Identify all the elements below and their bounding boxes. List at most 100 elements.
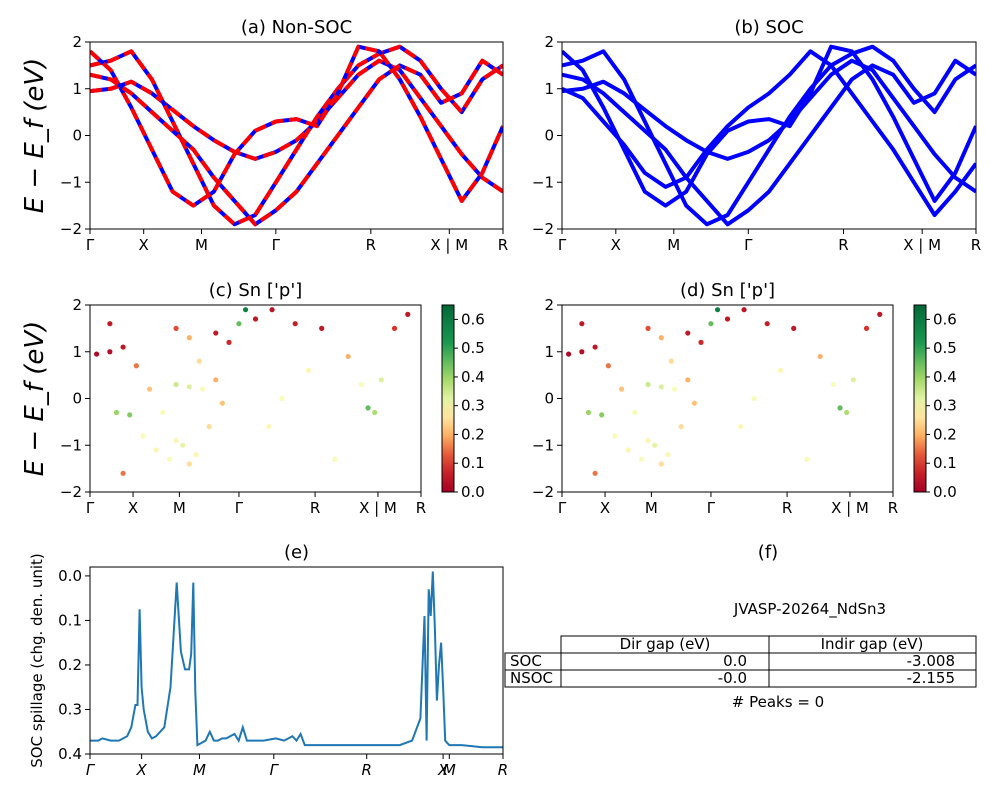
y-tick-label: 0.1: [58, 611, 82, 629]
peaks-count: # Peaks = 0: [732, 693, 824, 711]
table-cell-soc-dir: 0.0: [723, 652, 747, 670]
band-line-dashed: [90, 44, 503, 208]
projection-point: [160, 409, 166, 416]
projection-point: [213, 330, 219, 336]
projection-point: [166, 456, 173, 462]
projection-point: [678, 423, 684, 430]
table-header-dir-gap: Dir gap (eV): [620, 635, 711, 653]
projection-point: [269, 307, 275, 313]
axes-frame: [89, 304, 422, 493]
projection-point: [671, 386, 678, 392]
x-tick-label: M: [667, 236, 680, 254]
colorbar-tick-label: 0.6: [933, 310, 957, 328]
y-tick-label: 2: [544, 296, 554, 314]
x-tick-label: M: [645, 499, 658, 517]
x-tick-label: Γ: [86, 499, 95, 517]
x-tick-label: R: [498, 236, 508, 254]
x-tick-label: R: [782, 499, 792, 517]
axes-frame: [89, 41, 504, 230]
table-cell: [768, 669, 977, 688]
axes-frame: [89, 566, 504, 755]
colorbar-tick-label: 0.4: [933, 368, 957, 386]
band-line: [562, 58, 976, 227]
projection-point: [844, 409, 850, 416]
x-tick-label: Γ: [86, 761, 96, 779]
material-id: JVASP-20264_NdSn3: [733, 600, 886, 619]
plot-area: [94, 307, 411, 476]
table-cell-nsoc-dir: -0.0: [718, 669, 747, 687]
y-axis-label: E − E_f (eV): [20, 58, 50, 214]
projection-point: [645, 381, 651, 388]
colorbar-tick-label: 0.3: [933, 397, 957, 415]
band-line-dashed: [90, 58, 503, 227]
y-tick-label: 0.4: [58, 745, 82, 763]
panel-title: (d) Sn ['p']: [680, 280, 775, 301]
panel-title: (e): [284, 542, 309, 563]
y-tick-label: 0.0: [58, 567, 82, 585]
projection-point: [252, 316, 259, 322]
x-tick-label: X | M: [430, 236, 468, 254]
x-tick-label: Γ: [86, 236, 95, 254]
projection-point: [592, 470, 598, 476]
x-tick-label: X: [600, 499, 610, 517]
band-line: [562, 44, 976, 227]
projection-point: [186, 384, 192, 390]
projection-point: [612, 433, 618, 439]
y-tick-label: −1: [60, 436, 82, 454]
projection-point: [372, 409, 378, 416]
colorbar: [913, 304, 927, 493]
projection-point: [193, 452, 199, 458]
projection-point: [173, 325, 179, 331]
projection-point: [837, 405, 843, 411]
panel-c-sn-p-non-soc: (c) Sn ['p']210−1−2Γ X M Γ R X | M RE − E_f (e…: [20, 280, 485, 517]
projection-point: [140, 433, 146, 439]
projection-point: [358, 381, 365, 388]
projection-point: [645, 325, 651, 331]
table-cell-soc-indir: -3.008: [907, 652, 955, 670]
projection-point: [305, 367, 312, 374]
x-tick-label: Γ: [558, 499, 567, 517]
projection-point: [242, 307, 249, 313]
x-tick-label: R: [971, 236, 981, 254]
x-tick-label: Γ: [707, 499, 716, 517]
projection-point: [863, 325, 870, 331]
x-tick-label: X: [437, 761, 449, 779]
x-tick-label: Γ: [270, 761, 280, 779]
x-tick-label: X: [135, 761, 147, 779]
y-tick-label: 0: [544, 390, 554, 408]
projection-point: [107, 349, 113, 355]
plot-area: [90, 571, 503, 749]
colorbar-tick-label: 0.4: [461, 368, 485, 386]
projection-point: [658, 461, 664, 467]
colorbar-tick-label: 0.0: [933, 483, 957, 501]
y-tick-label: −2: [532, 483, 554, 501]
x-tick-label: Γ: [272, 236, 281, 254]
colorbar-tick-label: 0.2: [933, 425, 957, 443]
x-tick-label: R: [361, 761, 371, 779]
projection-point: [345, 353, 351, 360]
x-tick-label: X: [611, 236, 621, 254]
projection-point: [698, 339, 704, 345]
projection-point: [685, 377, 691, 383]
y-tick-label: 0: [72, 390, 82, 408]
projection-point: [599, 412, 605, 418]
x-tick-label: R: [310, 499, 320, 517]
y-tick-label: 0: [72, 127, 82, 145]
projection-point: [764, 321, 770, 327]
axes-frame: [561, 41, 977, 230]
projection-point: [196, 358, 202, 364]
projection-point: [319, 325, 325, 331]
y-tick-label: 0.3: [58, 700, 82, 718]
projection-point: [173, 381, 179, 388]
projection-point: [94, 351, 100, 357]
y-tick-label: 2: [544, 33, 554, 51]
projection-point: [579, 321, 585, 327]
x-tick-label: X: [128, 499, 138, 517]
projection-point: [605, 363, 611, 369]
projection-point: [665, 452, 671, 458]
x-tick-label: R: [366, 236, 376, 254]
spillage-line: [90, 571, 503, 749]
panel-title: (a) Non-SOC: [241, 17, 352, 38]
projection-point: [579, 349, 585, 355]
